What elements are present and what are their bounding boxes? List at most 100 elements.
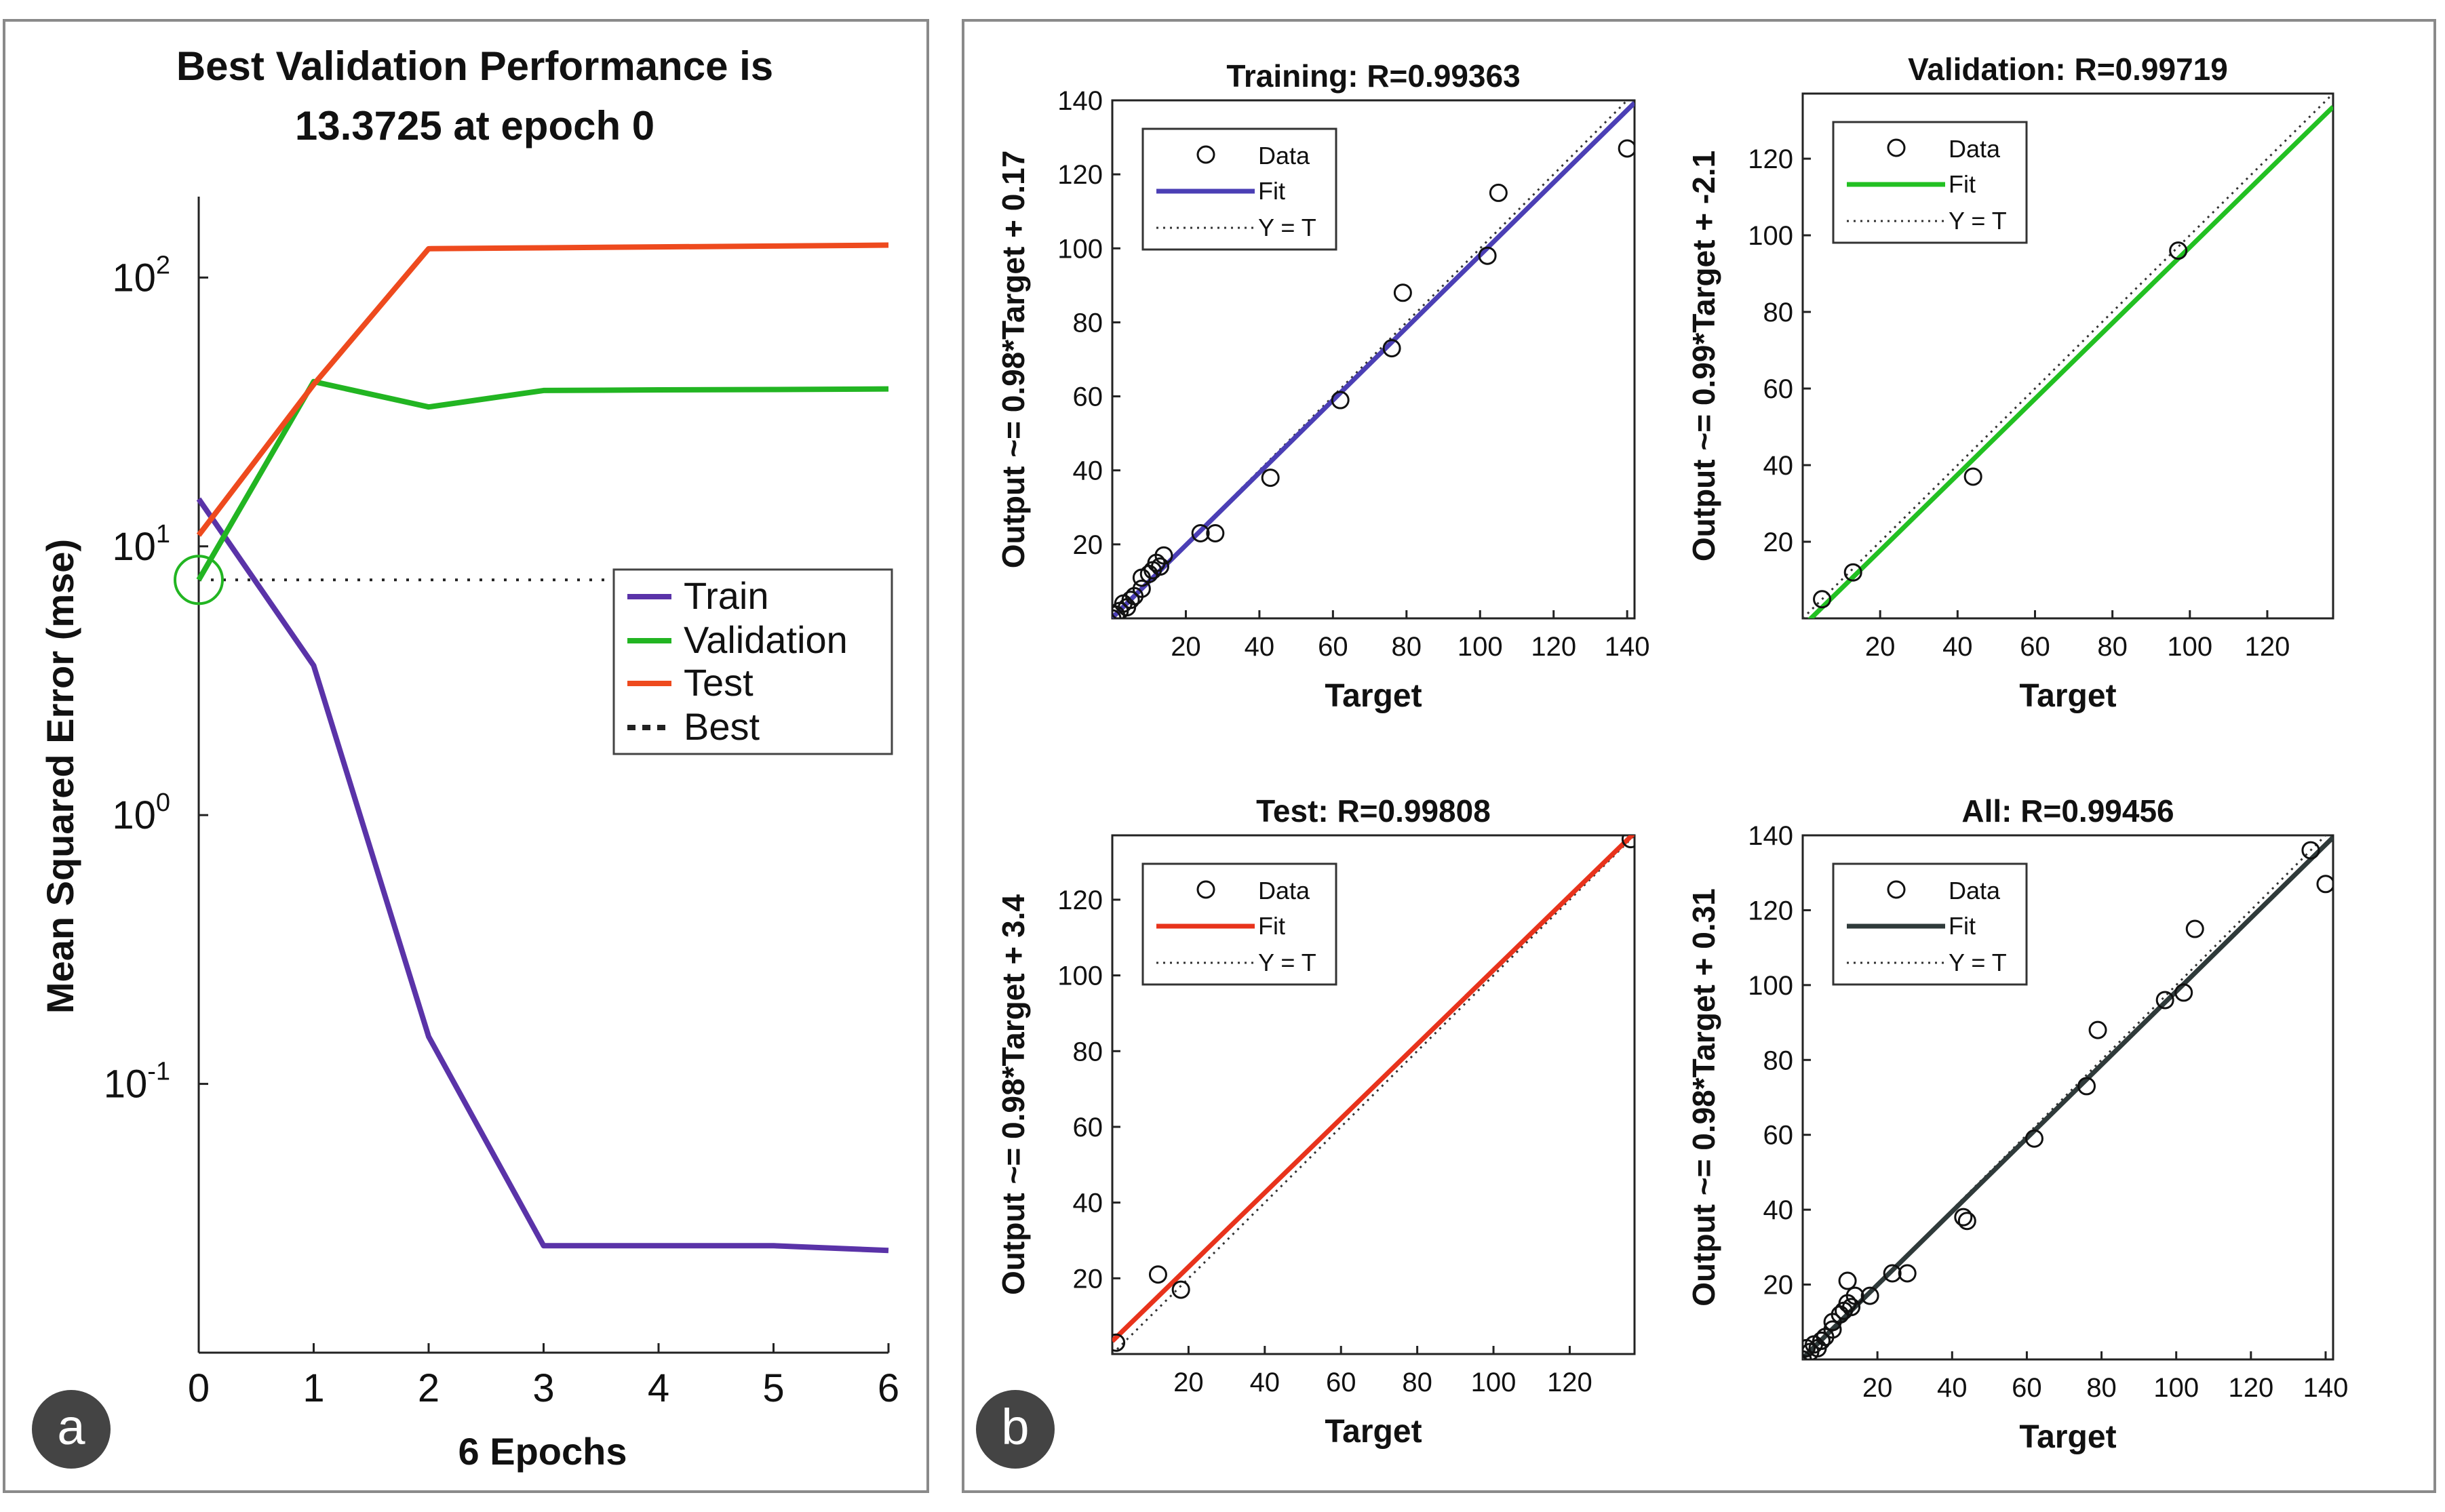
- panel-a-xtick-label: 4: [648, 1366, 669, 1410]
- regression-plot-4: All: R=0.99456 Target Output ~= 0.98*Targe…: [1686, 793, 2348, 1455]
- plot-content: [1112, 835, 1635, 1354]
- data-point: [1478, 246, 1497, 265]
- fit-line: [1807, 105, 2333, 618]
- panel-a-ytick-label: 102: [112, 251, 170, 300]
- plot-content: [1803, 835, 2333, 1359]
- legend-data-label: Data: [1949, 135, 2001, 163]
- plot-ytick-label: 100: [1748, 221, 1793, 251]
- plot-ytick-label: 40: [1073, 456, 1103, 486]
- plot-xtick-label: 140: [1605, 632, 1650, 662]
- plot-ytick-label: 140: [1748, 821, 1793, 851]
- data-point: [1883, 1264, 1902, 1283]
- plot-content: [1112, 100, 1635, 618]
- plot-xtick-label: 20: [1865, 632, 1896, 662]
- plot-xtick-label: 120: [2245, 632, 2290, 662]
- fit-line: [1112, 101, 1635, 618]
- data-point: [2025, 1129, 2043, 1148]
- plot-xtick-label: 40: [1245, 632, 1275, 662]
- data-point: [1957, 1212, 1976, 1231]
- plot-xtick-label: 80: [1402, 1368, 1432, 1397]
- plot-xtick-label: 100: [1458, 632, 1503, 662]
- data-point: [1618, 139, 1635, 158]
- plot-ytick-label: 40: [1073, 1189, 1103, 1218]
- data-point: [1154, 546, 1173, 565]
- legend-data-swatch: [1887, 880, 1906, 899]
- plot-ytick-label: 60: [1073, 1113, 1103, 1142]
- plot-title: Validation: R=0.99719: [1908, 52, 2228, 87]
- plot-xtick-label: 100: [2153, 1373, 2199, 1403]
- data-point: [2174, 983, 2193, 1002]
- legend-data-swatch: [1887, 138, 1906, 157]
- plot-xtick-label: 120: [2228, 1373, 2273, 1403]
- fit-line: [1112, 835, 1635, 1343]
- legend-best-label: Best: [684, 705, 760, 748]
- plot-ytick-label: 120: [1057, 886, 1103, 915]
- panel-a-xtick-label: 1: [302, 1366, 324, 1410]
- legend-fit-label: Fit: [1949, 170, 1976, 198]
- plot-ytick-label: 120: [1748, 896, 1793, 926]
- plot-ytick-label: 80: [1763, 1046, 1794, 1075]
- plot-xlabel: Target: [2019, 1419, 2116, 1455]
- plot-ytick-label: 60: [1073, 382, 1103, 412]
- plot-ylabel: Output ~= 0.98*Target + 3.4: [996, 894, 1031, 1295]
- data-point: [1812, 1331, 1831, 1350]
- identity-line: [1803, 835, 2328, 1359]
- legend-test-label: Test: [684, 661, 754, 704]
- legend-data-swatch: [1196, 145, 1215, 164]
- plot-content: [1803, 94, 2333, 618]
- plot-ytick-label: 100: [1057, 961, 1103, 991]
- plot-xlabel: Target: [2019, 678, 2116, 714]
- data-point: [2301, 841, 2320, 860]
- panel-a-ytick-label: 10-1: [104, 1058, 170, 1107]
- data-point: [1331, 391, 1350, 410]
- data-point: [1171, 1280, 1190, 1299]
- data-point: [1842, 1298, 1861, 1317]
- data-point: [1148, 1265, 1167, 1284]
- plot-ytick-label: 140: [1057, 86, 1103, 116]
- plot-xtick-label: 60: [2020, 632, 2050, 662]
- panel-b-charts: Training: R=0.99363 Target Output ~= 0.98*…: [996, 52, 2348, 1455]
- plot-xtick-label: 20: [1862, 1373, 1893, 1403]
- panel-a-xtick-label: 6: [878, 1366, 899, 1410]
- plot-ytick-label: 80: [1073, 1037, 1103, 1067]
- panel-a-xlabel: 6 Epochs: [458, 1430, 627, 1473]
- plot-xtick-label: 80: [1392, 632, 1422, 662]
- panel-a-legend-box: [612, 568, 893, 755]
- plot-ytick-label: 100: [1057, 234, 1103, 264]
- series-line-test: [196, 242, 889, 537]
- data-point: [1860, 1286, 1879, 1305]
- panel-a-xtick-label: 3: [532, 1366, 554, 1410]
- data-point: [1621, 835, 1635, 849]
- data-point: [1112, 1333, 1126, 1352]
- plot-ytick-label: 20: [1763, 1271, 1794, 1300]
- legend-fit-label: Fit: [1258, 177, 1285, 205]
- legend-identity-label: Y = T: [1949, 207, 2007, 235]
- panel-a-ytick-exp: -1: [147, 1058, 170, 1086]
- legend-identity-label: Y = T: [1949, 949, 2007, 976]
- panel-a-xtick-label: 5: [762, 1366, 784, 1410]
- data-point: [2088, 1020, 2107, 1039]
- legend-data-label: Data: [1258, 877, 1310, 904]
- plot-ylabel: Output ~= 0.98*Target + 0.17: [996, 151, 1031, 569]
- panel-a-xtick-label: 0: [188, 1366, 210, 1410]
- legend-fit-label: Fit: [1258, 912, 1285, 940]
- panel-a-ytick-base: 10: [112, 256, 156, 300]
- plot-ytick-label: 20: [1763, 528, 1794, 557]
- plot-xtick-label: 140: [2303, 1373, 2349, 1403]
- panel-a-ytick-base: 10: [112, 525, 156, 569]
- data-point: [1132, 579, 1151, 598]
- plot-xtick-label: 20: [1171, 632, 1201, 662]
- data-point: [2155, 991, 2174, 1010]
- plot-xtick-label: 80: [2086, 1373, 2117, 1403]
- legend-identity-label: Y = T: [1258, 214, 1316, 241]
- plot-title: Training: R=0.99363: [1226, 58, 1520, 94]
- panel-a-ytick-label: 101: [112, 520, 170, 569]
- data-point: [2169, 241, 2188, 260]
- plot-ylabel: Output ~= 0.98*Target + 0.31: [1686, 888, 1721, 1307]
- plot-ylabel: Output ~= 0.99*Target + -2.1: [1686, 151, 1721, 561]
- panel-a-letter: a: [57, 1399, 85, 1455]
- legend-data-label: Data: [1258, 142, 1310, 170]
- plot-legend: Data Fit Y = T: [1141, 127, 1337, 251]
- data-point: [1838, 1271, 1857, 1290]
